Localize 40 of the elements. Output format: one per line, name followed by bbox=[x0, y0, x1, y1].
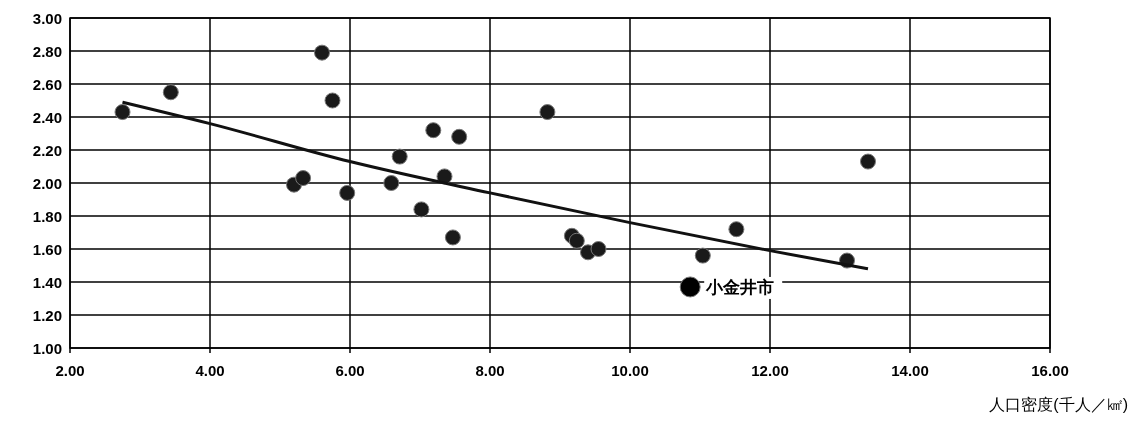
point bbox=[413, 201, 430, 218]
point bbox=[451, 128, 468, 145]
x-axis-title: 人口密度(千人／㎢) bbox=[989, 396, 1128, 413]
y-tick-label: 2.40 bbox=[32, 108, 62, 126]
point bbox=[728, 221, 745, 238]
y-tick-label: 2.20 bbox=[32, 141, 62, 159]
point bbox=[295, 170, 312, 187]
y-tick-label: 2.00 bbox=[32, 174, 62, 192]
y-tick-label: 1.20 bbox=[32, 306, 62, 324]
x-tick-label: 2.00 bbox=[55, 362, 85, 379]
point bbox=[324, 92, 341, 109]
y-tick-label: 1.60 bbox=[32, 240, 62, 258]
point bbox=[425, 122, 442, 139]
point bbox=[860, 153, 876, 170]
point bbox=[114, 104, 131, 121]
point bbox=[314, 44, 330, 61]
y-tick-label: 3.00 bbox=[32, 9, 62, 27]
point bbox=[539, 104, 556, 121]
y-tick-label: 2.80 bbox=[32, 42, 62, 60]
x-tick-label: 4.00 bbox=[195, 362, 225, 379]
point bbox=[339, 184, 356, 201]
point bbox=[568, 232, 585, 249]
x-tick-label: 14.00 bbox=[891, 362, 929, 379]
point bbox=[694, 247, 711, 264]
point bbox=[444, 229, 461, 246]
point bbox=[679, 276, 701, 298]
point bbox=[383, 175, 400, 191]
y-tick-label: 2.60 bbox=[32, 75, 62, 93]
x-tick-label: 6.00 bbox=[335, 362, 365, 379]
y-tick-label: 1.80 bbox=[32, 207, 62, 225]
x-tick-label: 8.00 bbox=[475, 362, 505, 379]
point bbox=[391, 148, 408, 165]
annotation: 小金井市 bbox=[705, 278, 775, 298]
y-tick-label: 1.40 bbox=[32, 273, 62, 291]
point bbox=[590, 241, 607, 257]
point bbox=[162, 84, 179, 101]
x-tick-label: 10.00 bbox=[611, 362, 649, 379]
x-tick-label: 16.00 bbox=[1031, 362, 1069, 379]
y-tick-label: 1.00 bbox=[32, 339, 62, 357]
x-tick-label: 12.00 bbox=[751, 362, 789, 379]
